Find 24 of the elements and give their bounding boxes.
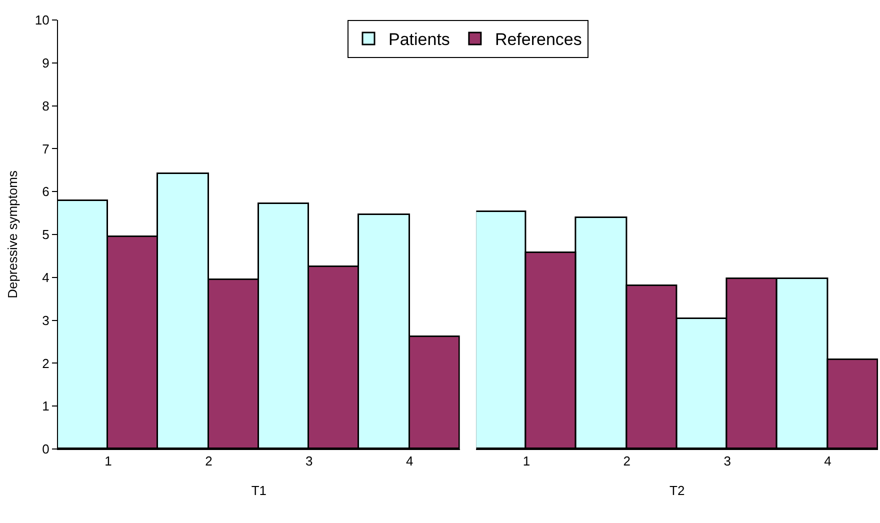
y-tick-label: 8	[42, 98, 50, 114]
x-tick-label: 2	[623, 454, 630, 469]
x-tick-label: 4	[406, 454, 414, 469]
y-tick-label: 10	[34, 12, 50, 28]
x-tick-label: 1	[522, 454, 530, 469]
y-tick-label: 3	[42, 312, 50, 328]
x-axis-title: T1	[251, 483, 266, 498]
y-tick-label: 2	[42, 356, 50, 371]
y-tick-label: 6	[42, 184, 50, 200]
y-axis-title: Depressive symptoms	[4, 170, 20, 298]
y-tick-label: 0	[42, 442, 50, 457]
legend-label: References	[494, 30, 582, 50]
y-tick-label: 7	[42, 141, 50, 156]
y-tick-label: 1	[42, 398, 50, 414]
y-tick-label: 4	[42, 270, 50, 285]
x-tick-label: 4	[824, 454, 832, 469]
x-axis-title: T2	[670, 483, 685, 498]
y-tick-label: 9	[42, 55, 50, 70]
x-tick-label: 2	[205, 454, 212, 469]
legend-label: Patients	[388, 30, 450, 50]
x-tick-label: 3	[306, 454, 313, 469]
x-tick-label: 1	[104, 454, 112, 469]
y-tick-label: 5	[42, 227, 50, 242]
x-tick-label: 3	[724, 454, 731, 469]
